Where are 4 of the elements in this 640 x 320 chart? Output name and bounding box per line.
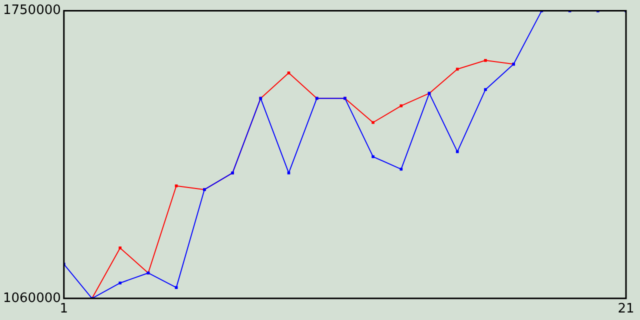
y-tick-label: 1750000 [2,3,61,18]
x-tick-label: 1 [60,302,68,317]
x-tick-label: 21 [618,302,634,317]
y-tick-label: 1060000 [2,290,61,306]
